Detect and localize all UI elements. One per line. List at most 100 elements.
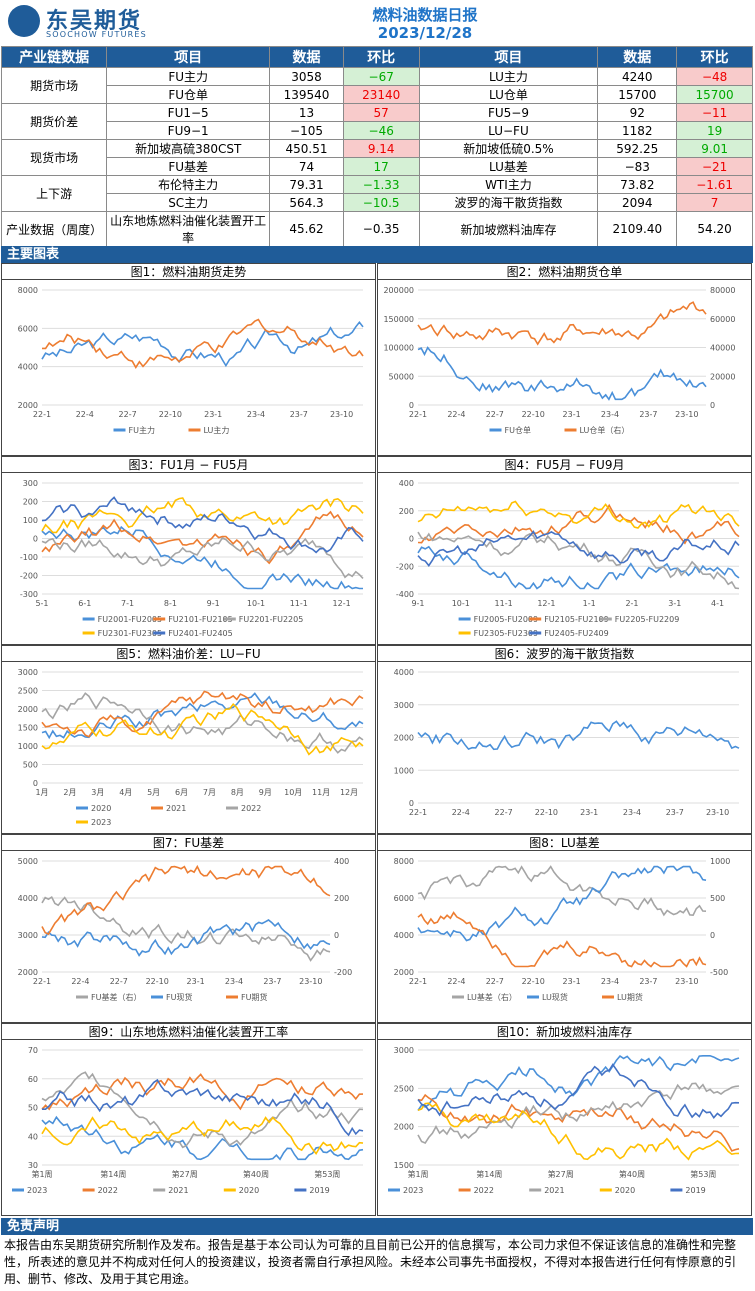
x-tick-label: 23-1 bbox=[563, 977, 581, 986]
table-cell: −67 bbox=[342, 67, 420, 86]
x-tick-label: 22-7 bbox=[119, 410, 137, 419]
y2-tick-label: -500 bbox=[710, 968, 728, 977]
legend-label: 2020 bbox=[615, 1186, 635, 1195]
x-tick-label: 9-1 bbox=[411, 599, 424, 608]
col-header: 项目 bbox=[418, 46, 599, 68]
x-tick-label: 22-4 bbox=[447, 977, 465, 986]
table-cell: −0.35 bbox=[342, 211, 420, 247]
y2-tick-label: 0 bbox=[334, 931, 339, 940]
table-row: FU9−1 −105 −46 LU−FU 1182 19 bbox=[2, 121, 753, 140]
y-tick-label: 200 bbox=[399, 507, 414, 516]
series-line bbox=[41, 864, 331, 936]
table-cell: −21 bbox=[676, 157, 753, 176]
series-line bbox=[41, 536, 364, 579]
chart-plot: 3000 2500 2000 1500 1000 500 01月 2月 3月 4月 5月 6月 7月 8月… bbox=[18, 668, 364, 827]
y-tick-label: 1000 bbox=[394, 766, 414, 775]
x-tick-label: 2-1 bbox=[625, 599, 638, 608]
x-tick-label: 4-1 bbox=[711, 599, 724, 608]
y-tick-label: 30 bbox=[28, 1161, 38, 1170]
x-tick-label: 22-7 bbox=[486, 977, 504, 986]
table-cell: 45.62 bbox=[269, 211, 344, 247]
series-line bbox=[417, 346, 707, 401]
x-tick-label: 3月 bbox=[91, 788, 104, 797]
x-tick-label: 第1周 bbox=[407, 1169, 428, 1179]
table-cell: SC主力 bbox=[106, 193, 271, 212]
legend-label: FU2005-FU2009 bbox=[474, 615, 539, 624]
y-tick-label: 2500 bbox=[18, 687, 38, 696]
y-tick-label: 2500 bbox=[394, 1084, 414, 1093]
y-tick-label: 6000 bbox=[18, 324, 38, 333]
table-cell: LU基差 bbox=[418, 157, 599, 176]
legend-label: LU现货 bbox=[542, 992, 568, 1002]
y-tick-label: -300 bbox=[20, 590, 38, 599]
legend-label: 2021 bbox=[166, 804, 186, 813]
table-cell: 2109.40 bbox=[597, 211, 678, 247]
table-cell: LU−FU bbox=[418, 121, 599, 140]
legend-label: FU主力 bbox=[129, 425, 155, 435]
y-tick-label: 0 bbox=[33, 535, 38, 544]
table-cell: 450.51 bbox=[269, 139, 344, 158]
series-line bbox=[41, 690, 364, 738]
table-cell: 3058 bbox=[269, 67, 344, 86]
legend-label: LU期货 bbox=[617, 992, 643, 1002]
section-disclaimer: 免责声明 bbox=[1, 1218, 753, 1235]
x-tick-label: 12月 bbox=[340, 788, 358, 797]
col-header: 数据 bbox=[597, 46, 678, 68]
series-line bbox=[417, 911, 707, 968]
x-tick-label: 8-1 bbox=[164, 599, 177, 608]
legend-label: FU2201-FU2205 bbox=[239, 615, 304, 624]
col-header: 环比 bbox=[676, 46, 753, 68]
y-tick-label: 8000 bbox=[394, 857, 414, 866]
x-tick-label: 22-4 bbox=[447, 410, 465, 419]
x-tick-label: 12-1 bbox=[537, 599, 555, 608]
y2-tick-label: 40000 bbox=[710, 344, 735, 353]
table-cell: 9.14 bbox=[342, 139, 420, 158]
y-tick-label: 100 bbox=[23, 516, 38, 525]
x-tick-label: 22-7 bbox=[486, 410, 504, 419]
y-tick-label: 2000 bbox=[394, 1123, 414, 1132]
x-tick-label: 23-10 bbox=[675, 410, 698, 419]
series-line bbox=[417, 503, 740, 545]
table-cell: 1182 bbox=[597, 121, 678, 140]
x-tick-label: 23-10 bbox=[675, 977, 698, 986]
y-tick-label: 40 bbox=[28, 1132, 38, 1141]
legend-label: 2023 bbox=[403, 1186, 423, 1195]
y2-tick-label: 500 bbox=[710, 894, 725, 903]
series-line bbox=[41, 525, 363, 590]
table-row: 期货市场 FU主力 3058 −67 LU主力 4240 −48 bbox=[0, 67, 753, 104]
chart-plot: 2000001500001000005000008000060000400002… bbox=[383, 286, 735, 435]
chart-panel: 图9：山东地炼燃料油催化装置开工率 70 60 50 40 30 第1周 第14周 第27周 第4… bbox=[1, 1023, 376, 1216]
y-tick-label: 2000 bbox=[394, 968, 414, 977]
data-table: 产业链数据 项目 数据 环比 项目 数据 环比 期货市场 FU主力 3058 −67 LU主力 424… bbox=[0, 46, 753, 247]
series-line bbox=[41, 895, 331, 962]
category-cell: 期货市场 bbox=[0, 67, 108, 104]
table-cell: −1.33 bbox=[342, 175, 420, 194]
series-line bbox=[417, 865, 707, 917]
x-tick-label: 23-4 bbox=[601, 977, 619, 986]
chart-title: 图10：新加坡燃料油库存 bbox=[378, 1024, 751, 1040]
legend-label: FU2205-FU2209 bbox=[615, 615, 680, 624]
x-tick-label: 1月 bbox=[35, 788, 48, 797]
y-tick-label: 200000 bbox=[383, 286, 414, 295]
legend-label: FU2405-FU2409 bbox=[544, 629, 609, 638]
y-tick-label: 50000 bbox=[389, 372, 414, 381]
table-cell: 73.82 bbox=[597, 175, 678, 194]
logo-cn: 东吴期货 bbox=[46, 9, 143, 34]
y-tick-label: 0 bbox=[409, 799, 414, 808]
series-line bbox=[41, 1116, 364, 1156]
y-tick-label: 1500 bbox=[394, 1161, 414, 1170]
disclaimer-text: 本报告由东吴期货研究所制作及发布。报告是基于本公司认为可靠的且目前已公开的信息撰… bbox=[4, 1238, 737, 1286]
series-line bbox=[417, 1063, 740, 1120]
chart-title: 图1：燃料油期货走势 bbox=[2, 264, 375, 280]
table-cell: 新加坡高硫380CST bbox=[106, 139, 271, 158]
series-line bbox=[41, 321, 364, 368]
report-title: 燃料油数据日报 bbox=[372, 6, 478, 24]
col-header: 项目 bbox=[106, 46, 271, 68]
x-tick-label: 第14周 bbox=[476, 1169, 502, 1179]
series-line bbox=[41, 919, 331, 957]
x-tick-label: 23-10 bbox=[706, 808, 729, 817]
